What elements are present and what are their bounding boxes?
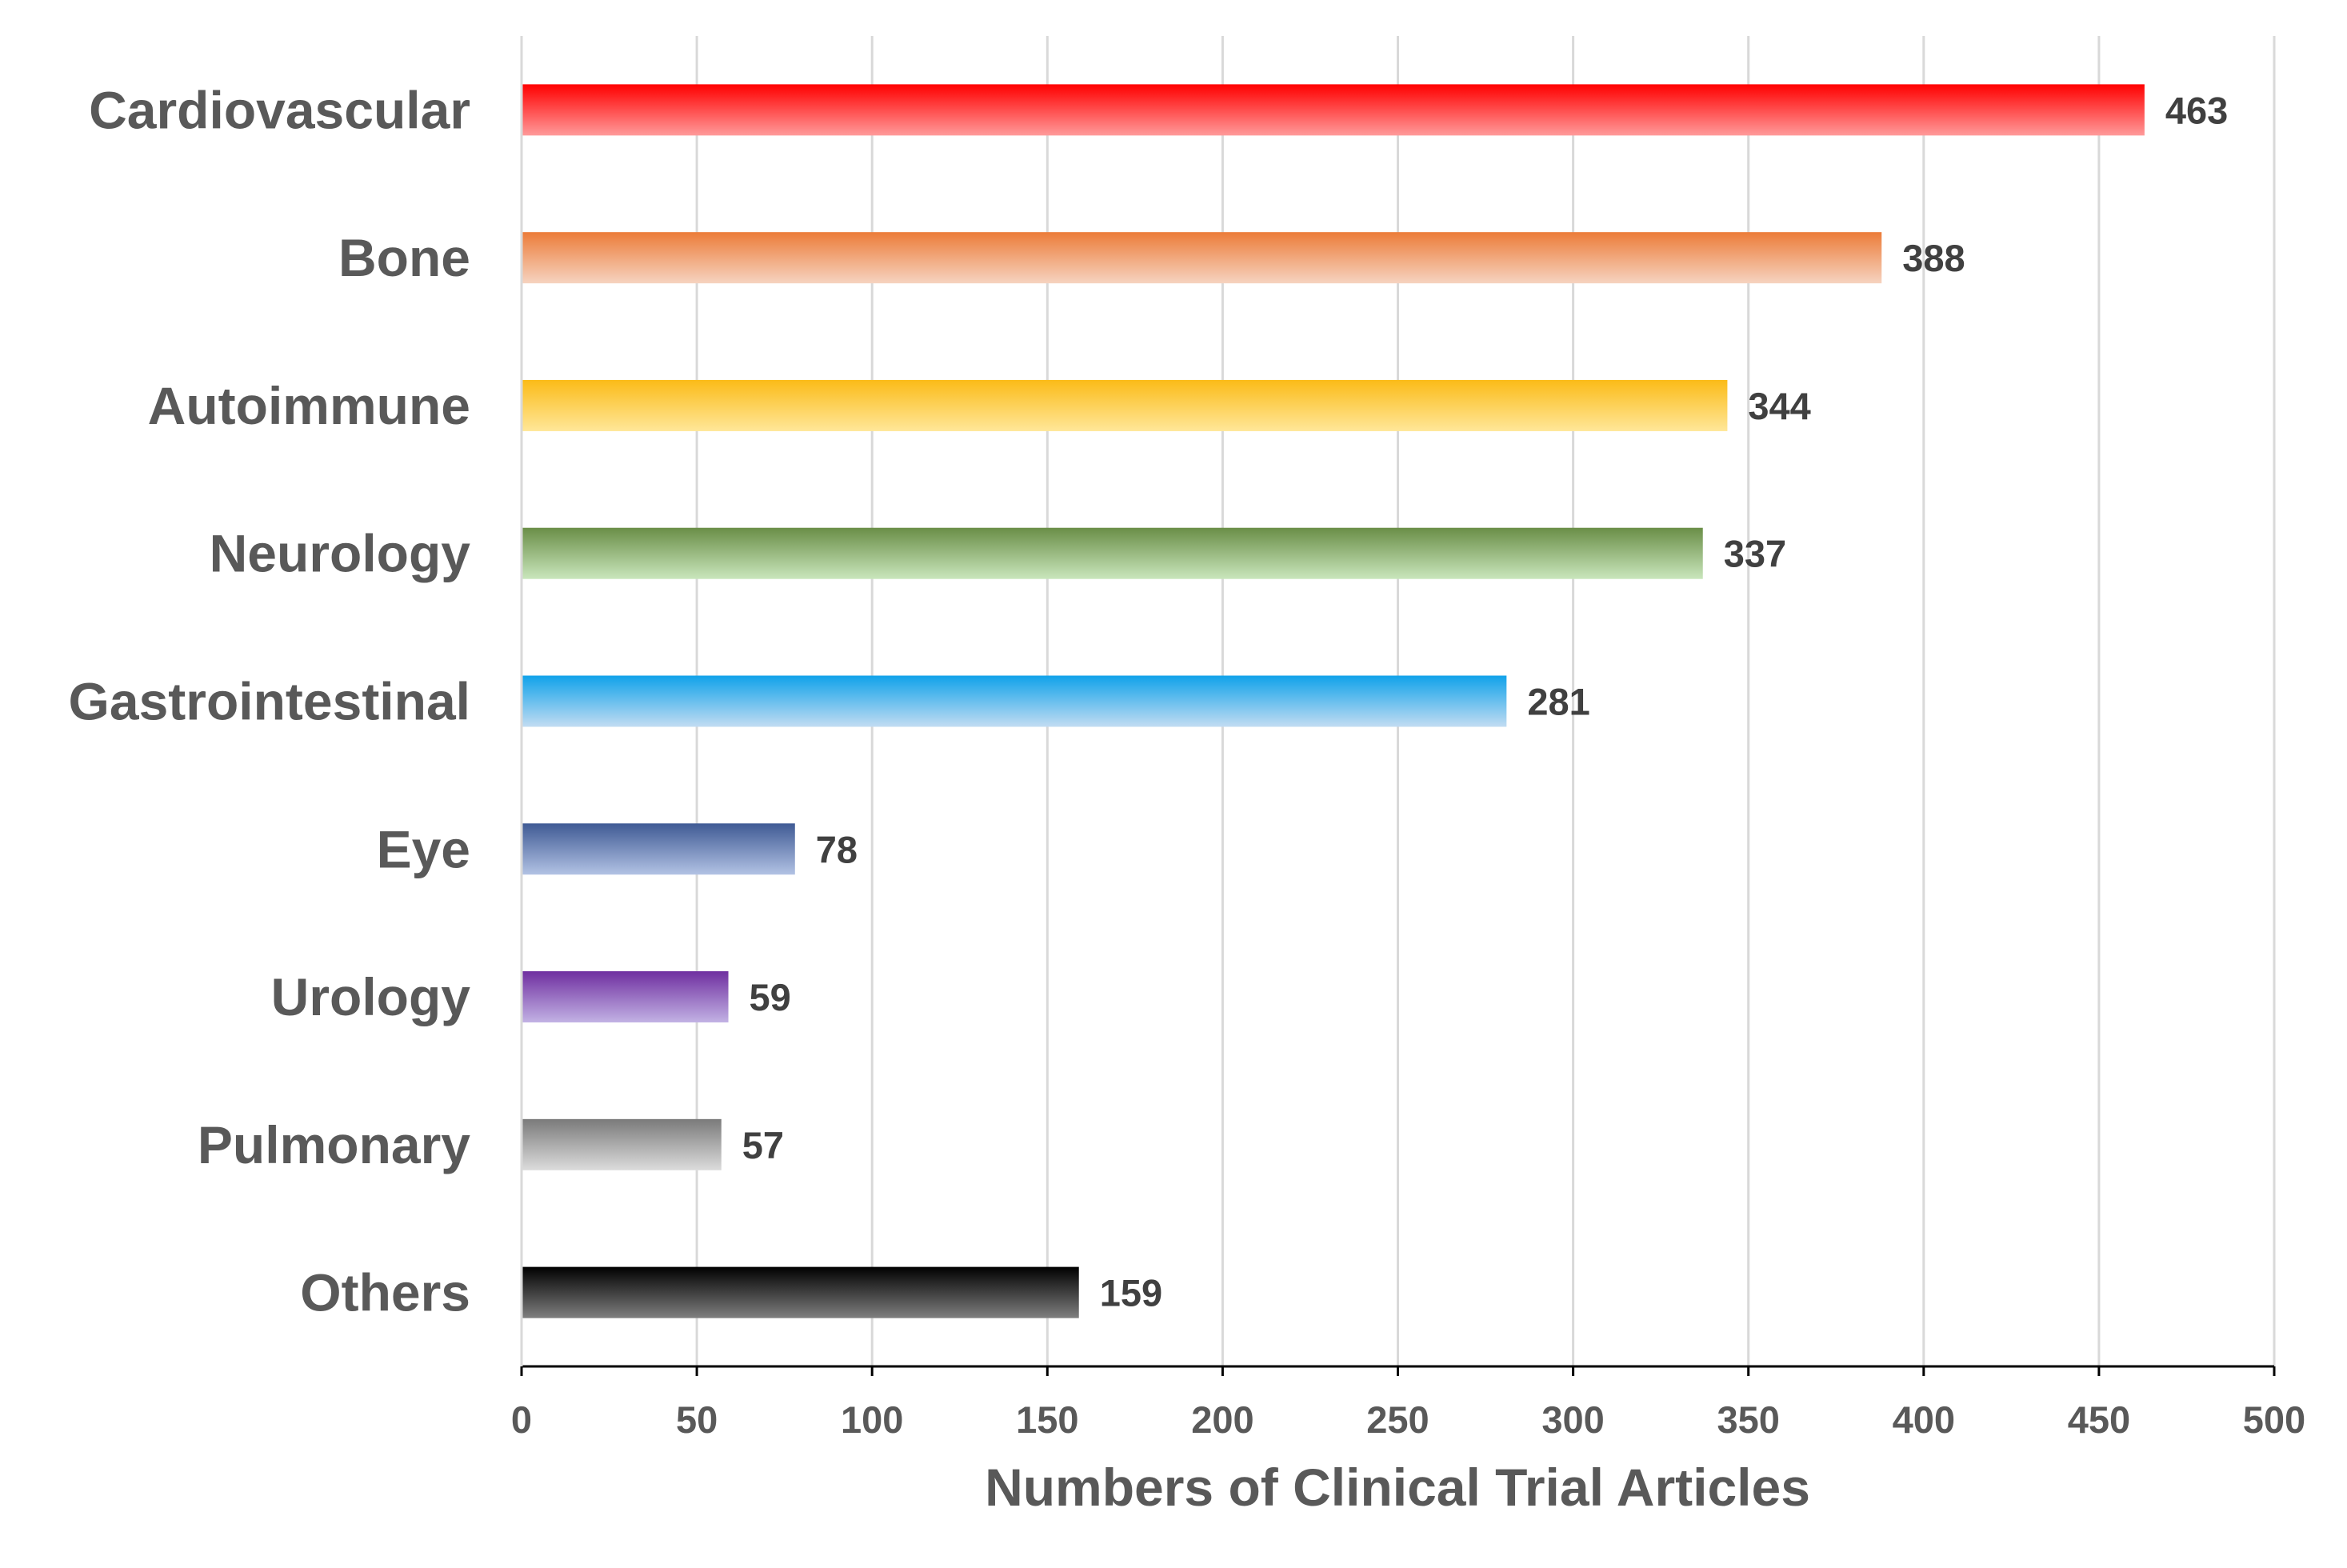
bar-autoimmune bbox=[522, 379, 1728, 431]
bar-urology bbox=[522, 971, 729, 1023]
x-tick-label: 400 bbox=[1893, 1398, 1955, 1441]
bar-cardiovascular bbox=[522, 84, 2145, 136]
bar-gastrointestinal bbox=[522, 675, 1507, 727]
bar-neurology bbox=[522, 527, 1703, 579]
x-tick-label: 200 bbox=[1191, 1398, 1253, 1441]
value-label: 59 bbox=[750, 976, 791, 1018]
value-label: 337 bbox=[1724, 533, 1786, 575]
x-tick-label: 250 bbox=[1366, 1398, 1429, 1441]
category-label: Bone bbox=[338, 228, 470, 287]
x-tick-label: 350 bbox=[1717, 1398, 1779, 1441]
x-axis-title: Numbers of Clinical Trial Articles bbox=[985, 1458, 1810, 1517]
value-label: 463 bbox=[2165, 89, 2228, 131]
bar-others bbox=[522, 1266, 1079, 1318]
bar-bone bbox=[522, 232, 1882, 284]
value-label: 388 bbox=[1902, 237, 1965, 279]
x-axis: 0 50 100 150 200 250 300 350 400 450 500 bbox=[511, 36, 2305, 1441]
category-label: Gastrointestinal bbox=[69, 672, 470, 731]
category-label: Pulmonary bbox=[198, 1115, 470, 1174]
x-tick-label: 450 bbox=[2068, 1398, 2130, 1441]
category-label: Cardiovascular bbox=[89, 80, 470, 139]
category-label: Neurology bbox=[210, 524, 471, 583]
bar-eye bbox=[522, 823, 795, 875]
value-label: 281 bbox=[1527, 681, 1589, 723]
labels: 463 Cardiovascular 388 Bone 344 Autoimmune 337… bbox=[69, 80, 2229, 1322]
x-tick-label: 150 bbox=[1016, 1398, 1078, 1441]
x-tick-label: 500 bbox=[2243, 1398, 2305, 1441]
bar-pulmonary bbox=[522, 1118, 722, 1170]
bars bbox=[522, 84, 2145, 1318]
value-label: 159 bbox=[1100, 1272, 1162, 1314]
value-label: 57 bbox=[742, 1124, 784, 1166]
value-label: 78 bbox=[816, 828, 858, 870]
category-label: Autoimmune bbox=[148, 376, 470, 435]
x-tick-label: 50 bbox=[676, 1398, 718, 1441]
x-tick-label: 300 bbox=[1541, 1398, 1604, 1441]
x-tick-label: 0 bbox=[511, 1398, 532, 1441]
x-tick-label: 100 bbox=[841, 1398, 903, 1441]
value-label: 344 bbox=[1748, 385, 1810, 427]
category-label: Urology bbox=[271, 967, 471, 1026]
category-label: Eye bbox=[377, 819, 470, 878]
category-label: Others bbox=[300, 1263, 470, 1322]
